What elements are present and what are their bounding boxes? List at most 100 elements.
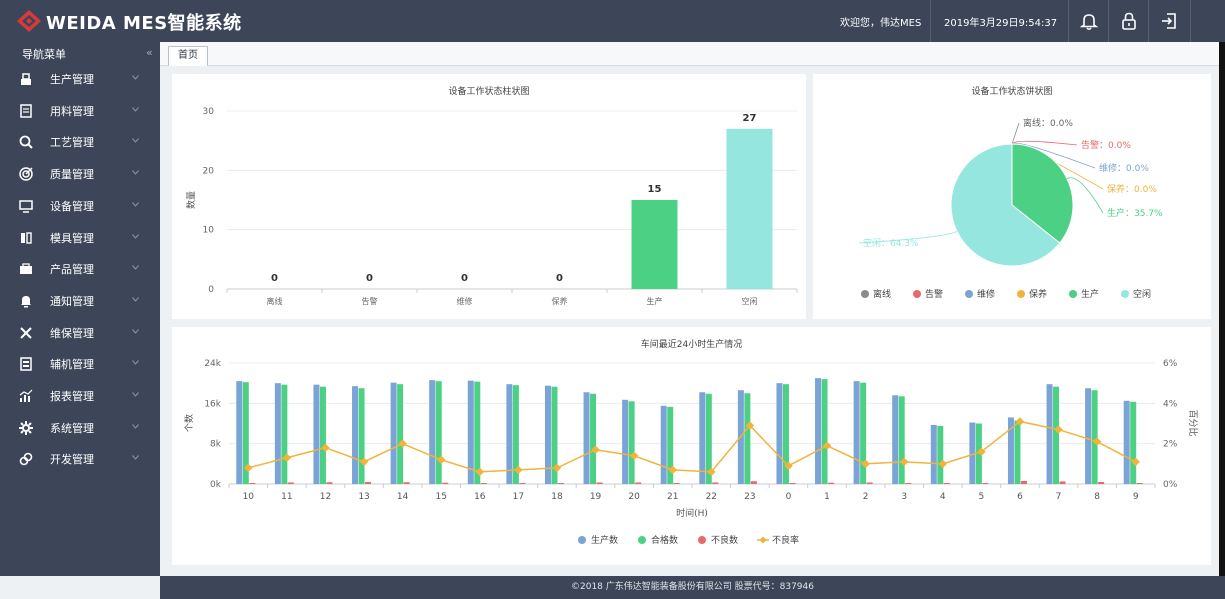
bar-qualified[interactable] [435,381,442,484]
defect-rate-point[interactable] [475,467,485,477]
defect-rate-point[interactable] [1131,457,1140,467]
bar-produced[interactable] [815,378,822,484]
collapse-sidebar-button[interactable]: « [146,46,153,59]
bar-produced[interactable] [390,382,397,484]
bar-defective[interactable] [712,482,719,484]
bar[interactable] [726,128,773,289]
bar-defective[interactable] [1136,482,1143,484]
bar-qualified[interactable] [898,396,905,484]
bar-qualified[interactable] [512,385,519,484]
bar-produced[interactable] [274,383,281,484]
bar-produced[interactable] [776,383,783,484]
defect-rate-point[interactable] [514,465,523,475]
bar-qualified[interactable] [821,379,828,484]
bar-produced[interactable] [892,395,899,484]
bar-defective[interactable] [866,482,873,484]
bar-defective[interactable] [403,482,410,484]
bar-defective[interactable] [750,481,757,484]
defect-rate-point[interactable] [244,463,253,473]
sidebar-item[interactable]: 模具管理 [0,223,160,253]
bar-defective[interactable] [1059,481,1066,484]
sidebar-item[interactable]: 质量管理 [0,159,160,189]
bar-defective[interactable] [480,482,487,484]
legend-label[interactable]: 维修 [977,288,995,300]
bar-defective[interactable] [557,482,564,484]
bar-qualified[interactable] [937,426,944,484]
bar-qualified[interactable] [975,423,982,485]
sidebar-item[interactable]: 生产管理 [0,64,160,94]
bar-defective[interactable] [905,482,912,484]
bell-icon[interactable] [1079,11,1099,31]
bar-produced[interactable] [313,384,320,484]
defect-rate-point[interactable] [436,455,446,465]
bar-defective[interactable] [1020,480,1027,484]
defect-rate-point[interactable] [552,463,562,473]
sidebar-item[interactable]: 设备管理 [0,191,160,221]
bar-qualified[interactable] [397,384,404,484]
bar-produced[interactable] [622,399,629,484]
defect-rate-point[interactable] [784,461,793,471]
defect-rate-point[interactable] [591,445,600,454]
bar-qualified[interactable] [744,393,751,484]
bar-qualified[interactable] [319,386,326,484]
sidebar-item[interactable]: 维保管理 [0,318,160,348]
bar-qualified[interactable] [1091,390,1098,484]
legend-label[interactable]: 合格数 [651,534,678,546]
sidebar-item[interactable]: 用料管理 [0,96,160,126]
bar-produced[interactable] [506,384,513,484]
bar-defective[interactable] [442,482,449,484]
bar-qualified[interactable] [1130,401,1137,484]
bar-defective[interactable] [287,482,294,484]
bar-produced[interactable] [352,386,359,484]
defect-rate-point[interactable] [321,443,330,452]
bar-qualified[interactable] [782,384,789,484]
bar-produced[interactable] [969,422,976,484]
bar-qualified[interactable] [860,382,867,484]
pie-slice[interactable] [950,143,1061,267]
sidebar-item[interactable]: 通知管理 [0,286,160,316]
defect-rate-point[interactable] [707,467,716,477]
legend-label[interactable]: 保养 [1029,288,1047,300]
bar-produced[interactable] [699,392,706,484]
bar-qualified[interactable] [1053,386,1060,484]
legend-label[interactable]: 生产数 [591,534,618,546]
bar-defective[interactable] [943,482,950,484]
defect-rate-point[interactable] [1054,425,1063,434]
bar-defective[interactable] [982,482,989,484]
bar-qualified[interactable] [667,406,674,484]
legend-label[interactable]: 不良数 [711,534,738,546]
bar-qualified[interactable] [242,382,249,484]
bar-defective[interactable] [1098,481,1105,484]
bar-qualified[interactable] [551,386,558,484]
sidebar-item[interactable]: 开发管理 [0,444,160,474]
legend-label[interactable]: 空闲 [1133,288,1151,300]
bar-produced[interactable] [429,380,436,484]
legend-label[interactable]: 告警 [925,288,943,300]
bar-qualified[interactable] [590,393,597,484]
bar-defective[interactable] [828,482,835,484]
legend-label[interactable]: 不良率 [772,534,799,546]
sidebar-item[interactable]: 工艺管理 [0,127,160,157]
bar-produced[interactable] [853,381,860,484]
bar-defective[interactable] [789,482,796,484]
bar-produced[interactable] [1007,417,1014,484]
bar-qualified[interactable] [1014,420,1021,484]
bar-produced[interactable] [1085,388,1092,484]
bar-defective[interactable] [596,482,603,484]
bar-produced[interactable] [236,381,243,484]
sidebar-item[interactable]: 系统管理 [0,413,160,443]
bar-qualified[interactable] [474,381,481,484]
sidebar-item[interactable]: 产品管理 [0,254,160,284]
logout-icon[interactable] [1159,11,1179,31]
bar-produced[interactable] [544,385,551,484]
bar-defective[interactable] [326,482,333,484]
bar-qualified[interactable] [358,388,365,484]
tab-home[interactable]: 首页 [168,46,208,66]
defect-rate-point[interactable] [359,457,369,467]
lock-icon[interactable] [1119,11,1139,31]
bar-defective[interactable] [673,482,680,484]
legend-label[interactable]: 离线 [873,288,891,300]
sidebar-item[interactable]: 报表管理 [0,381,160,411]
bar-defective[interactable] [519,482,526,484]
defect-rate-point[interactable] [668,465,677,475]
